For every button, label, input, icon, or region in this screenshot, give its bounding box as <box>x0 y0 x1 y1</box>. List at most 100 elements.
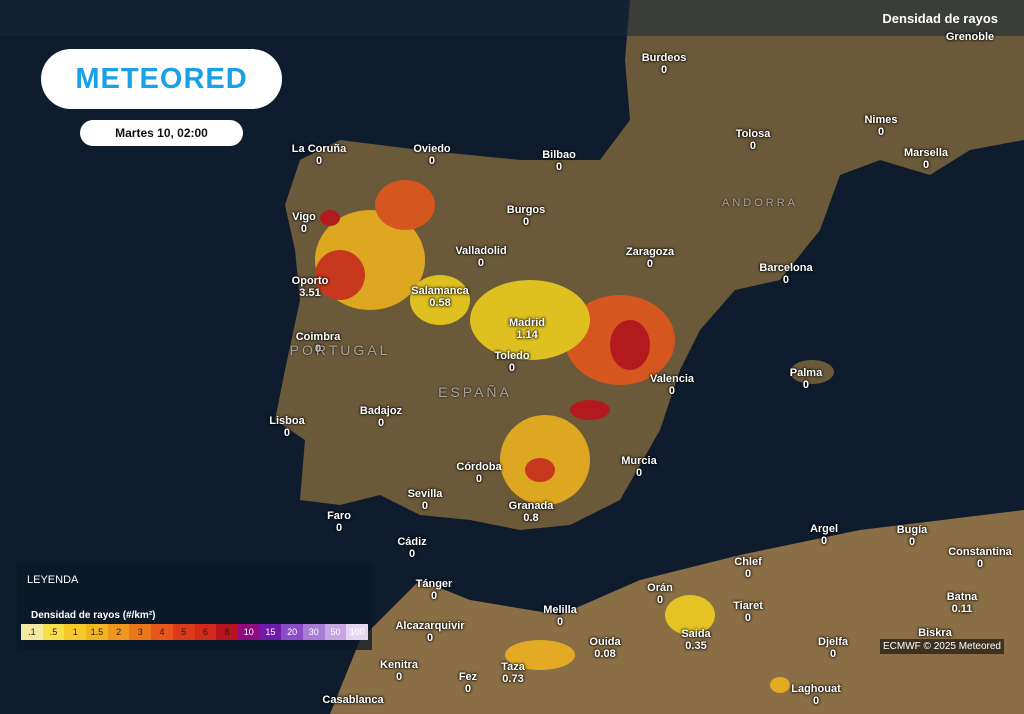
city-value: 0 <box>635 467 643 479</box>
legend-swatch: 50 <box>324 624 347 640</box>
city-value: 0.73 <box>502 673 524 685</box>
city-label: Burdeos 0 <box>642 52 687 76</box>
city-value: 0 <box>428 155 436 167</box>
city-value: 0 <box>802 379 810 391</box>
city-label: Oporto 3.51 <box>292 275 329 299</box>
city-value: 0.8 <box>523 512 539 524</box>
city-value: 0 <box>744 568 752 580</box>
city-name: Laghouat <box>791 683 841 695</box>
land-europe <box>275 0 1024 530</box>
city-name: Bilbao <box>542 149 576 161</box>
city-value: 0 <box>477 257 485 269</box>
city-label: Badajoz 0 <box>360 405 402 429</box>
city-value: 3.51 <box>299 287 321 299</box>
city-value: 0 <box>395 671 403 683</box>
city-label: Djelfa 0 <box>818 636 848 660</box>
city-name: Murcia <box>621 455 657 467</box>
city-value: 0.11 <box>951 603 973 615</box>
legend-swatch: 100 <box>346 624 368 640</box>
city-value: 0 <box>829 648 837 660</box>
city-value: 0 <box>314 343 322 355</box>
city-name: La Coruña <box>291 143 347 155</box>
legend-swatch: 5 <box>172 624 195 640</box>
city-value: 0 <box>922 159 930 171</box>
city-name: Burgos <box>506 204 546 216</box>
city-name: Granada <box>508 500 554 512</box>
legend-title: LEYENDA <box>27 574 79 586</box>
city-name: Burdeos <box>641 52 687 64</box>
city-name: Sevilla <box>407 488 443 500</box>
city-label: Vigo 0 <box>292 211 316 235</box>
city-name: Lisboa <box>269 415 305 427</box>
city-value: 0 <box>656 594 664 606</box>
city-name: Djelfa <box>818 636 848 648</box>
city-label: Granada 0.8 <box>509 500 554 524</box>
city-name: Marsella <box>903 147 949 159</box>
legend-subtitle: Densidad de rayos (#/km²) <box>31 610 156 621</box>
city-value: 0 <box>555 161 563 173</box>
city-value: 0 <box>556 616 564 628</box>
date-pill[interactable]: Martes 10, 02:00 <box>80 120 243 146</box>
city-value: 0 <box>283 427 291 439</box>
legend-swatch: 20 <box>281 624 303 640</box>
city-label: Zaragoza 0 <box>626 246 674 270</box>
city-name: Badajoz <box>359 405 403 417</box>
city-name: Palma <box>789 367 823 379</box>
logo[interactable]: METEORED <box>41 49 282 109</box>
city-label: Madrid 1.14 <box>509 317 545 341</box>
layer-title: Densidad de rayos <box>882 11 998 26</box>
city-value: 0 <box>812 695 820 707</box>
city-name: Orán <box>647 582 673 594</box>
legend-swatch: 3 <box>129 624 152 640</box>
city-name: Zaragoza <box>625 246 675 258</box>
city-name: Vigo <box>292 211 316 223</box>
city-name: Nimes <box>864 114 898 126</box>
top-bar <box>0 0 1024 36</box>
city-label: Coimbra 0 <box>296 331 341 355</box>
legend-swatch: 30 <box>302 624 325 640</box>
city-label: Sevilla 0 <box>408 488 443 512</box>
city-value: 0 <box>782 274 790 286</box>
city-value: 0 <box>335 522 343 534</box>
city-label: Valladolid 0 <box>455 245 506 269</box>
city-label: Grenoble <box>946 31 994 43</box>
city-name: Barcelona <box>759 262 813 274</box>
city-name: Ouida <box>589 636 621 648</box>
city-value: 0 <box>668 385 676 397</box>
city-label: Cádiz 0 <box>397 536 426 560</box>
city-name: Bugía <box>896 524 928 536</box>
city-label: Kenitra 0 <box>380 659 418 683</box>
city-name: Taza <box>501 661 525 673</box>
city-name: Biskra <box>918 627 952 639</box>
city-name: Córdoba <box>456 461 502 473</box>
city-label: Toledo 0 <box>494 350 529 374</box>
city-label: Tiaret 0 <box>733 600 763 624</box>
legend-swatch: .1 <box>21 624 43 640</box>
city-label: Casablanca <box>322 694 383 706</box>
city-name: Batna <box>946 591 978 603</box>
city-label: Faro 0 <box>327 510 351 534</box>
city-label: La Coruña 0 <box>292 143 346 167</box>
legend-scale: .1.5 1 1.5 2 3 4 5 6 8 10 15 20 30 50 100 <box>21 624 368 640</box>
city-value: 0 <box>660 64 668 76</box>
city-value: 0 <box>430 590 438 602</box>
city-name: Grenoble <box>945 31 995 43</box>
city-value: 0 <box>408 548 416 560</box>
city-label: Palma 0 <box>790 367 822 391</box>
city-value: 0 <box>426 632 434 644</box>
city-label: Batna 0.11 <box>947 591 978 615</box>
city-name: Toledo <box>494 350 530 362</box>
island <box>790 360 834 384</box>
city-label: Marsella 0 <box>904 147 948 171</box>
city-value: 0.08 <box>594 648 616 660</box>
city-name: Alcazarquivir <box>395 620 465 632</box>
city-name: Argel <box>809 523 839 535</box>
legend-swatch: 10 <box>237 624 260 640</box>
city-label: Argel 0 <box>810 523 838 547</box>
city-label: Taza 0.73 <box>501 661 525 685</box>
city-value: 0 <box>908 536 916 548</box>
city-value: 0 <box>877 126 885 138</box>
credit: ECMWF © 2025 Meteored <box>880 639 1004 654</box>
city-label: Nimes 0 <box>864 114 897 138</box>
